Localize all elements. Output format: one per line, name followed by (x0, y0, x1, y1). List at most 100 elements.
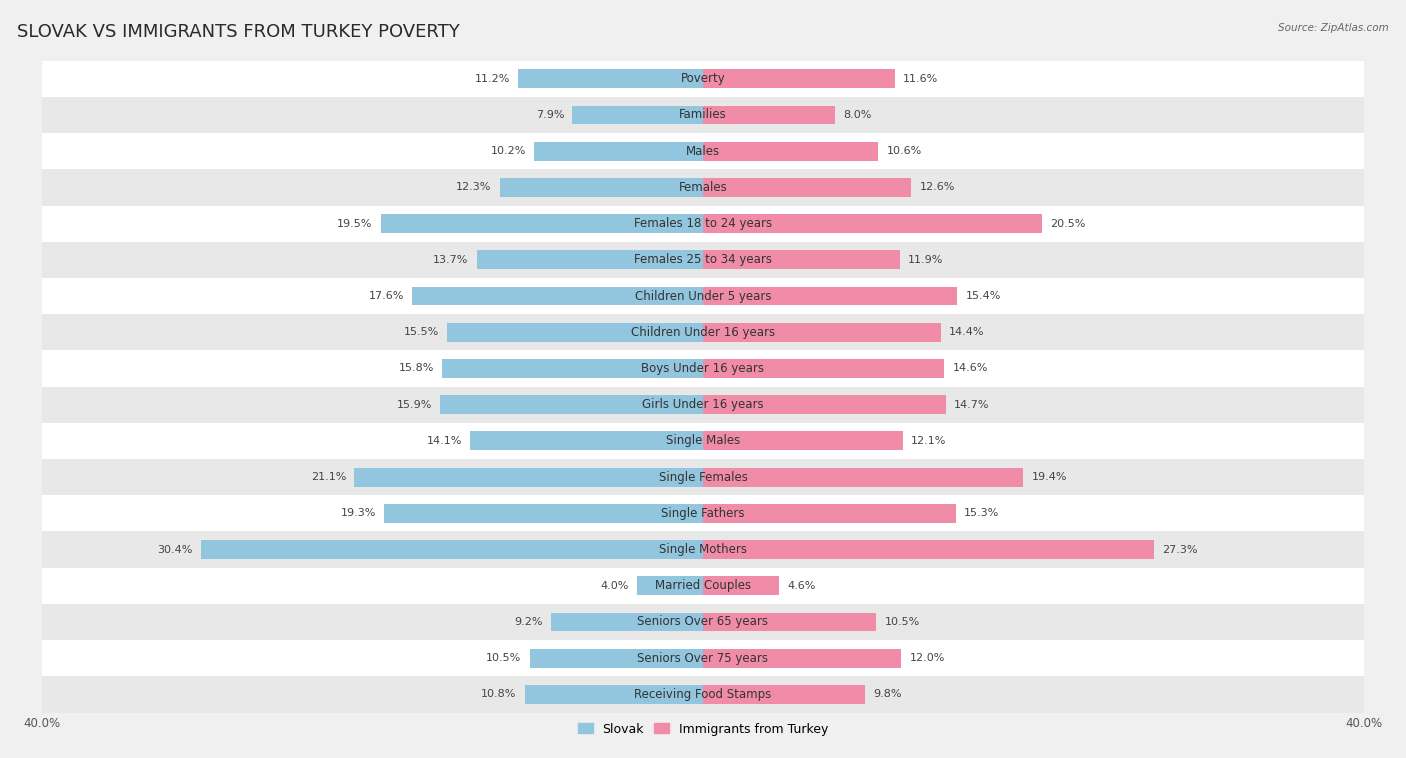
Text: 12.0%: 12.0% (910, 653, 945, 663)
Bar (470, 431, 703, 450)
Text: 4.6%: 4.6% (787, 581, 815, 590)
Bar (524, 685, 703, 704)
Text: Seniors Over 65 years: Seniors Over 65 years (637, 615, 769, 628)
Bar (703, 431, 903, 450)
Text: 9.8%: 9.8% (873, 690, 901, 700)
Text: Boys Under 16 years: Boys Under 16 years (641, 362, 765, 375)
Text: 10.8%: 10.8% (481, 690, 516, 700)
Text: Females 25 to 34 years: Females 25 to 34 years (634, 253, 772, 266)
Text: Single Females: Single Females (658, 471, 748, 484)
Bar (42, 97, 1364, 133)
Bar (703, 576, 779, 595)
Bar (703, 468, 1024, 487)
Text: Females 18 to 24 years: Females 18 to 24 years (634, 217, 772, 230)
Bar (441, 359, 703, 378)
Text: Poverty: Poverty (681, 72, 725, 85)
Bar (412, 287, 703, 305)
Text: 14.7%: 14.7% (955, 399, 990, 409)
Text: 8.0%: 8.0% (844, 110, 872, 120)
Bar (440, 395, 703, 414)
Bar (703, 359, 945, 378)
Bar (42, 278, 1364, 314)
Bar (703, 685, 865, 704)
Text: Girls Under 16 years: Girls Under 16 years (643, 398, 763, 411)
Bar (703, 105, 835, 124)
Bar (703, 540, 1154, 559)
Bar (572, 105, 703, 124)
Bar (477, 250, 703, 269)
Text: 9.2%: 9.2% (515, 617, 543, 627)
Bar (703, 323, 941, 342)
Text: 19.3%: 19.3% (340, 509, 375, 518)
Text: 21.1%: 21.1% (311, 472, 346, 482)
Text: Families: Families (679, 108, 727, 121)
Text: Source: ZipAtlas.com: Source: ZipAtlas.com (1278, 23, 1389, 33)
Bar (703, 142, 879, 161)
Bar (551, 612, 703, 631)
Text: 12.1%: 12.1% (911, 436, 946, 446)
Bar (703, 178, 911, 197)
Text: 14.6%: 14.6% (952, 364, 988, 374)
Bar (637, 576, 703, 595)
Bar (703, 250, 900, 269)
Text: Seniors Over 75 years: Seniors Over 75 years (637, 652, 769, 665)
Text: 19.5%: 19.5% (337, 218, 373, 229)
Text: Males: Males (686, 145, 720, 158)
Bar (534, 142, 703, 161)
Text: 15.9%: 15.9% (396, 399, 432, 409)
Text: 12.3%: 12.3% (456, 183, 492, 193)
Bar (703, 612, 876, 631)
Text: 15.8%: 15.8% (398, 364, 433, 374)
Bar (201, 540, 703, 559)
Bar (42, 531, 1364, 568)
Text: 20.5%: 20.5% (1050, 218, 1085, 229)
Text: 14.4%: 14.4% (949, 327, 984, 337)
Text: 14.1%: 14.1% (426, 436, 461, 446)
Text: Receiving Food Stamps: Receiving Food Stamps (634, 688, 772, 701)
Text: 15.3%: 15.3% (965, 509, 1000, 518)
Bar (42, 459, 1364, 495)
Text: Children Under 16 years: Children Under 16 years (631, 326, 775, 339)
Text: 30.4%: 30.4% (157, 544, 193, 555)
Bar (42, 242, 1364, 278)
Text: Children Under 5 years: Children Under 5 years (634, 290, 772, 302)
Text: Married Couples: Married Couples (655, 579, 751, 592)
Bar (42, 495, 1364, 531)
Bar (42, 205, 1364, 242)
Text: 17.6%: 17.6% (368, 291, 404, 301)
Bar (703, 69, 894, 88)
Bar (499, 178, 703, 197)
Text: 10.2%: 10.2% (491, 146, 526, 156)
Text: 19.4%: 19.4% (1032, 472, 1067, 482)
Bar (703, 649, 901, 668)
Bar (703, 395, 946, 414)
Text: 11.9%: 11.9% (908, 255, 943, 265)
Bar (42, 568, 1364, 604)
Bar (42, 423, 1364, 459)
Text: 27.3%: 27.3% (1163, 544, 1198, 555)
Bar (381, 215, 703, 233)
Text: Single Fathers: Single Fathers (661, 507, 745, 520)
Text: 11.2%: 11.2% (474, 74, 510, 83)
Bar (42, 350, 1364, 387)
Bar (42, 676, 1364, 713)
Bar (42, 387, 1364, 423)
Text: SLOVAK VS IMMIGRANTS FROM TURKEY POVERTY: SLOVAK VS IMMIGRANTS FROM TURKEY POVERTY (17, 23, 460, 41)
Bar (42, 133, 1364, 169)
Text: 10.5%: 10.5% (486, 653, 522, 663)
Text: 13.7%: 13.7% (433, 255, 468, 265)
Bar (703, 287, 957, 305)
Text: 10.5%: 10.5% (884, 617, 920, 627)
Text: 10.6%: 10.6% (886, 146, 921, 156)
Bar (42, 640, 1364, 676)
Bar (384, 504, 703, 523)
Bar (354, 468, 703, 487)
Legend: Slovak, Immigrants from Turkey: Slovak, Immigrants from Turkey (578, 722, 828, 735)
Bar (42, 314, 1364, 350)
Bar (517, 69, 703, 88)
Text: Females: Females (679, 181, 727, 194)
Text: 12.6%: 12.6% (920, 183, 955, 193)
Text: 15.4%: 15.4% (966, 291, 1001, 301)
Bar (42, 604, 1364, 640)
Text: 15.5%: 15.5% (404, 327, 439, 337)
